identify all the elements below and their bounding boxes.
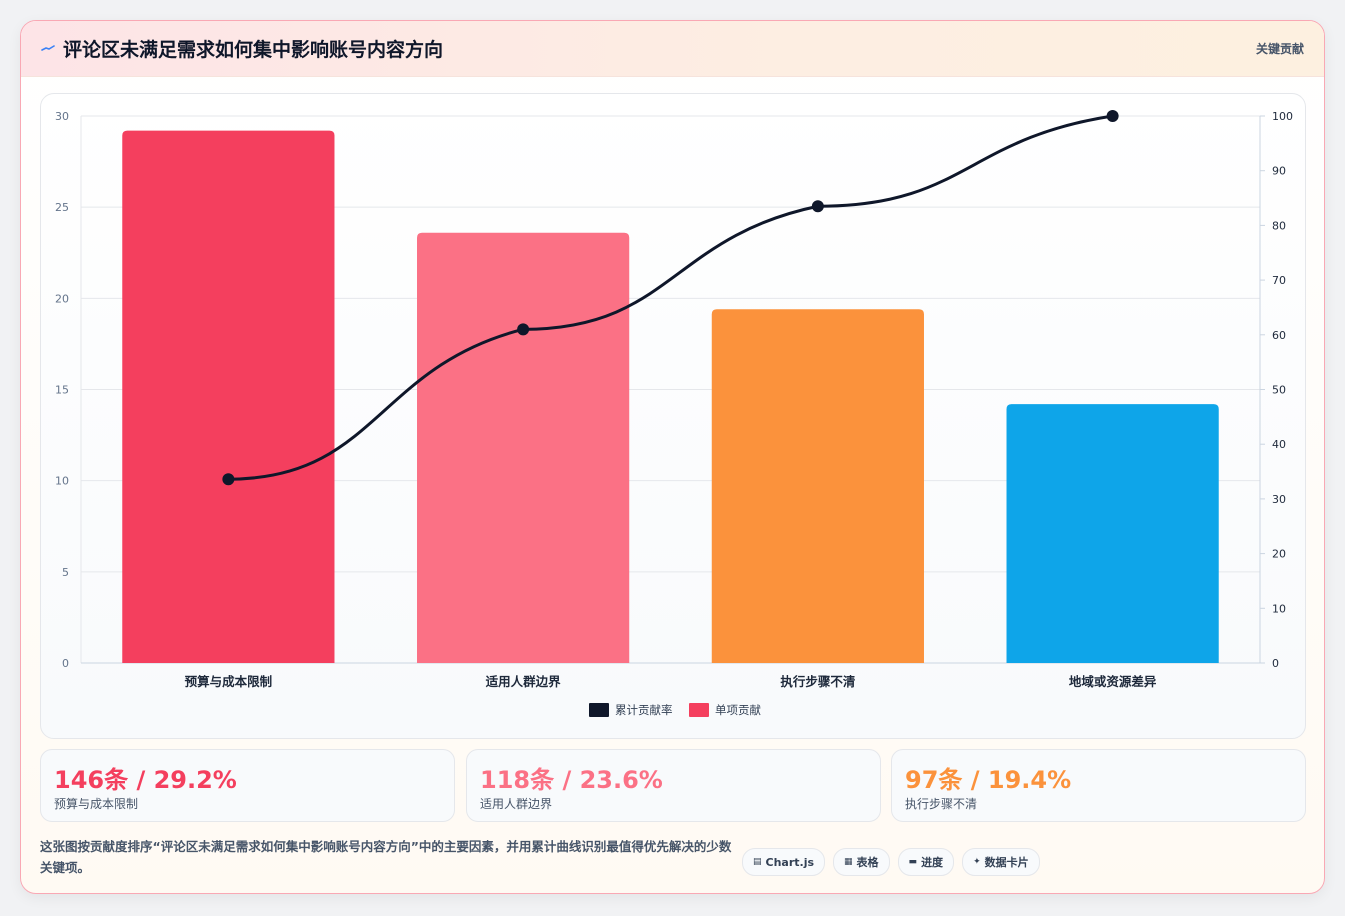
legend-label: 单项贡献 [715, 703, 761, 717]
tag-table[interactable]: ▦ 表格 [833, 848, 890, 876]
y-tick-label-left: 10 [55, 475, 69, 488]
y-tick-label-right: 80 [1272, 219, 1286, 232]
tag-label: 表格 [856, 856, 879, 869]
y-tick-label-right: 10 [1272, 602, 1286, 615]
tag-data-card[interactable]: ✦ 数据卡片 [962, 848, 1040, 876]
card-header: 评论区未满足需求如何集中影响账号内容方向 关键贡献 [21, 21, 1324, 77]
stat-value: 146条 / 29.2% [54, 766, 237, 794]
tag-progress[interactable]: ▬ 进度 [897, 848, 955, 876]
stat-card: 146条 / 29.2% 预算与成本限制 [40, 749, 455, 822]
bar [1006, 404, 1219, 663]
x-tick-label: 预算与成本限制 [185, 674, 273, 689]
y-tick-label-right: 50 [1272, 384, 1286, 397]
y-tick-label-left: 25 [55, 201, 69, 214]
key-contribution-label: 关键贡献 [1255, 42, 1304, 56]
legend-swatch [689, 703, 709, 717]
tag-chartjs[interactable]: ▤ Chart.js [742, 848, 826, 876]
tag-label: Chart.js [765, 855, 815, 869]
x-tick-label: 执行步骤不清 [780, 674, 856, 689]
stat-label: 适用人群边界 [480, 797, 553, 811]
pareto-chart: 0 5 10 15 20 25 30 0 10 20 30 40 50 60 70 80 90 100 预算与成本限… [55, 110, 1293, 717]
y-tick-label-right: 20 [1272, 548, 1286, 561]
tag-label: 进度 [921, 856, 944, 869]
x-tick-label: 地域或资源差异 [1069, 674, 1157, 689]
tag-list: ▤ Chart.js ▦ 表格 ▬ 进度 ✦ 数据卡片 [742, 848, 1040, 876]
bar [711, 309, 924, 663]
chart-description: 这张图按贡献度排序“评论区未满足需求如何集中影响账号内容方向”中的主要因素，并用… [40, 839, 732, 875]
page-title: 评论区未满足需求如何集中影响账号内容方向 [63, 39, 444, 61]
sparkle-icon: ✦ [973, 857, 981, 867]
cumulative-line [228, 114, 1113, 481]
chart-icon: ▤ [753, 857, 762, 867]
y-tick-label-right: 40 [1272, 438, 1286, 451]
chart-panel: 0 5 10 15 20 25 30 0 10 20 30 40 50 60 70 80 90 100 预算与成本限… [40, 93, 1306, 739]
progress-icon: ▬ [908, 857, 918, 867]
y-tick-label-left: 15 [55, 384, 69, 397]
tag-label: 数据卡片 [984, 856, 1029, 869]
y-tick-label-right: 90 [1272, 165, 1286, 178]
y-tick-label-left: 0 [62, 657, 69, 670]
y-tick-label-right: 100 [1272, 110, 1293, 123]
cumulative-point [222, 473, 235, 486]
chart-card: 评论区未满足需求如何集中影响账号内容方向 关键贡献 0 5 10 15 20 25 30 0 1… [20, 20, 1325, 894]
pulse-icon [41, 45, 55, 51]
cumulative-point [1106, 110, 1119, 122]
x-tick-label: 适用人群边界 [486, 674, 562, 689]
legend-swatch [589, 703, 609, 717]
y-tick-label-right: 30 [1272, 493, 1286, 506]
stat-value: 118条 / 23.6% [480, 766, 663, 794]
y-tick-label-left: 5 [62, 566, 69, 579]
y-tick-label-left: 20 [55, 292, 69, 305]
y-tick-label-right: 60 [1272, 329, 1286, 342]
legend-label: 累计贡献率 [615, 703, 673, 717]
stat-value: 97条 / 19.4% [905, 766, 1072, 794]
y-tick-label-right: 70 [1272, 274, 1286, 287]
cumulative-point [517, 323, 530, 336]
y-tick-label-left: 30 [55, 110, 69, 123]
stat-card: 97条 / 19.4% 执行步骤不清 [891, 749, 1306, 822]
y-tick-label-right: 0 [1272, 657, 1279, 670]
stat-card: 118条 / 23.6% 适用人群边界 [466, 749, 881, 822]
bar [417, 232, 630, 663]
stat-label: 预算与成本限制 [54, 797, 139, 811]
cumulative-point [811, 200, 824, 213]
bar [122, 130, 335, 663]
table-icon: ▦ [844, 857, 853, 867]
stat-label: 执行步骤不清 [905, 797, 978, 811]
